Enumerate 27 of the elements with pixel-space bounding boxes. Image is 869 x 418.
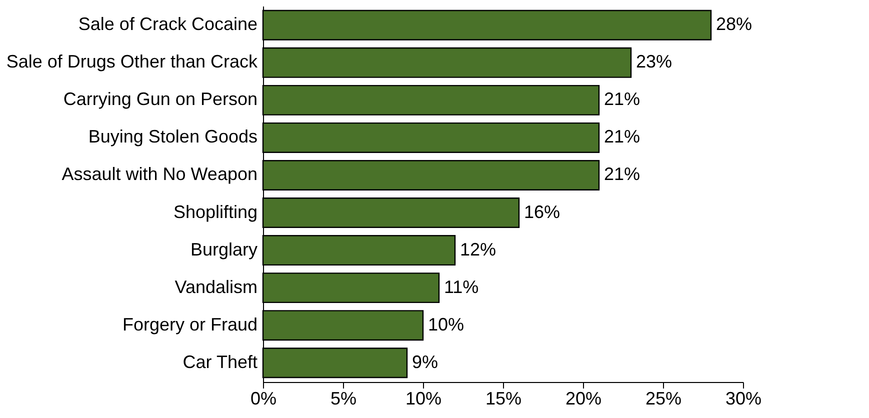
- data-label: 11%: [444, 276, 479, 297]
- x-tick-label: 15%: [485, 388, 522, 408]
- data-label: 21%: [604, 164, 640, 184]
- x-tick-label: 30%: [725, 388, 762, 408]
- data-label: 9%: [412, 352, 438, 372]
- x-tick-label: 20%: [565, 388, 602, 408]
- y-tick-label: Buying Stolen Goods: [88, 126, 258, 147]
- x-tick-label: 5%: [330, 388, 357, 408]
- data-label: 23%: [636, 52, 672, 72]
- y-tick-label: Burglary: [190, 239, 258, 260]
- y-tick-label: Car Theft: [182, 352, 258, 372]
- x-tick-label: 0%: [250, 388, 277, 408]
- data-label: 21%: [604, 89, 640, 110]
- y-tick-label: Vandalism: [174, 276, 258, 297]
- y-tick-label: Sale of Crack Cocaine: [78, 14, 258, 34]
- data-label: 21%: [604, 126, 640, 147]
- y-tick-label: Assault with No Weapon: [62, 164, 258, 184]
- x-tick-label: 10%: [405, 388, 442, 408]
- data-label: 16%: [524, 202, 560, 222]
- x-tick-label: 25%: [645, 388, 682, 408]
- y-tick-label: Sale of Drugs Other than Crack: [6, 52, 258, 72]
- y-tick-label: Forgery or Fraud: [122, 314, 258, 334]
- data-label: 12%: [460, 239, 496, 260]
- y-tick-label: Carrying Gun on Person: [63, 89, 258, 110]
- data-label: 28%: [716, 14, 752, 34]
- y-tick-label: Shoplifting: [173, 202, 258, 222]
- data-label: 10%: [428, 314, 464, 334]
